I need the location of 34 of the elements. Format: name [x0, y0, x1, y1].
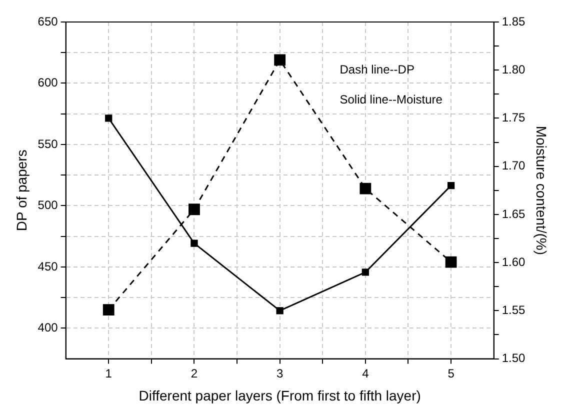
x-tick-label: 4 [362, 366, 370, 380]
y2-tick-label: 1.70 [502, 158, 526, 173]
y-tick-label: 550 [38, 136, 58, 151]
point [105, 114, 112, 122]
y2-axis-title: Moisture content/(%) [534, 126, 550, 255]
y2-tick-label: 1.85 [502, 14, 526, 28]
point [360, 182, 372, 194]
y-tick-label: 500 [38, 198, 58, 212]
x-tick-label: 2 [190, 366, 198, 380]
y2-tick-label: 1.55 [502, 303, 526, 317]
y-tick-label: 400 [38, 320, 58, 334]
y2-tick-label: 1.50 [502, 351, 526, 366]
point [445, 256, 457, 268]
x-tick-label: 3 [276, 366, 284, 380]
point [447, 182, 455, 190]
y2-tick-label: 1.75 [502, 110, 526, 125]
point [274, 54, 286, 66]
x-tick-label: 1 [105, 366, 112, 380]
y2-tick-label: 1.60 [502, 254, 526, 269]
y2-tick-label: 1.65 [502, 206, 526, 221]
x-axis-title: Different paper layers (From first to fifth layer) [138, 387, 421, 404]
y-tick-label: 600 [38, 76, 58, 90]
annotation: Solid line--Moisture [340, 92, 443, 106]
y-axis-title: DP of papers [13, 150, 30, 232]
point [276, 307, 284, 314]
point [102, 304, 114, 316]
annotation: Dash line--DP [340, 62, 414, 76]
point [362, 268, 370, 276]
point [188, 204, 200, 216]
point [190, 240, 198, 247]
y-tick-label: 450 [38, 259, 58, 274]
y2-tick-label: 1.80 [502, 62, 526, 76]
y-tick-label: 650 [38, 14, 58, 28]
x-tick-label: 5 [448, 366, 455, 380]
